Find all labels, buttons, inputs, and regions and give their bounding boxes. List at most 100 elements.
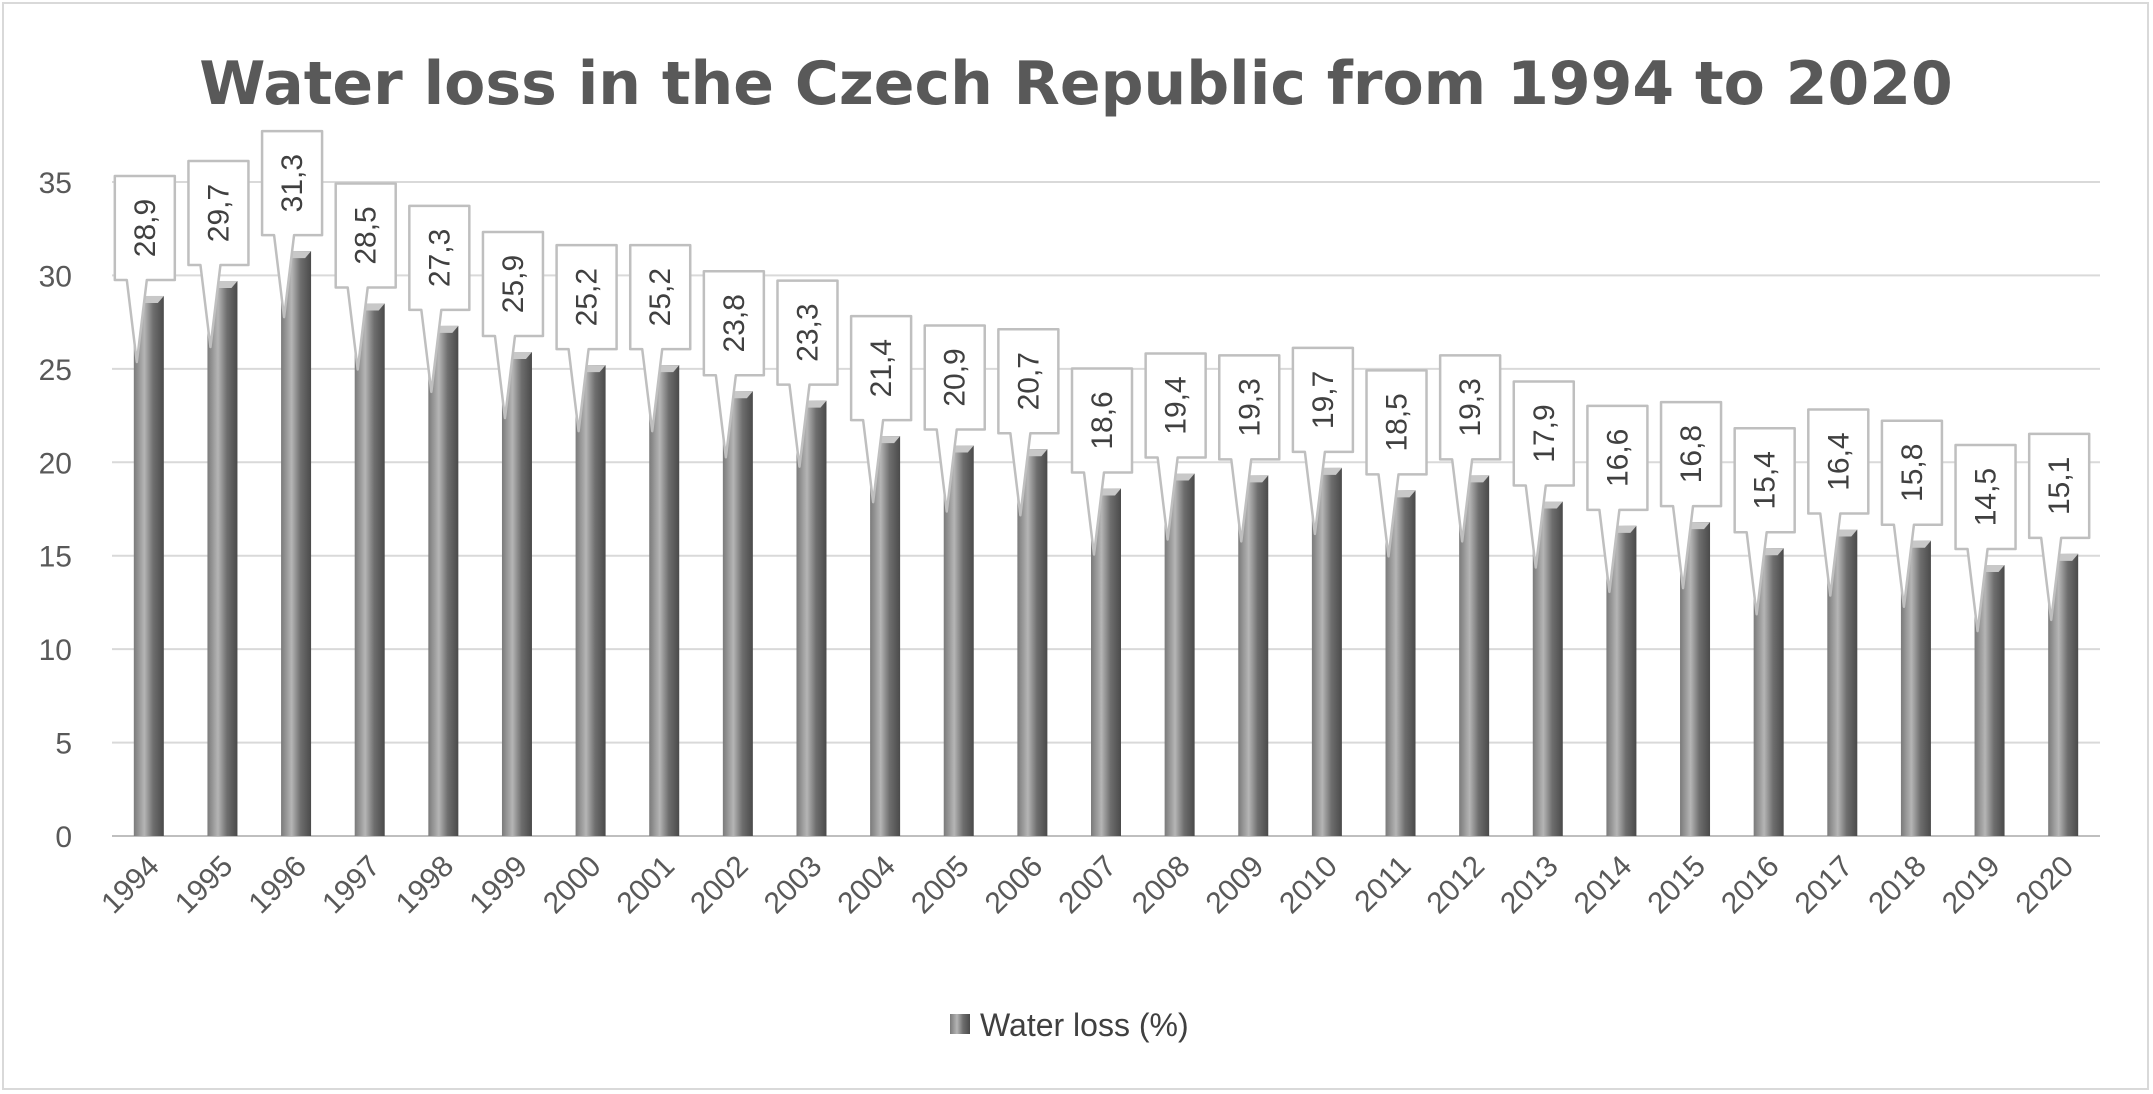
data-label-callout — [1733, 426, 1796, 616]
data-label-callout — [1144, 352, 1207, 541]
data-label: 19,7 — [1307, 371, 1340, 429]
x-tick-label: 2003 — [758, 850, 829, 921]
data-labels-layer: 28,9 29,7 31,3 28,5 27,3 25,9 25,2 25,2 23,8 23,3… — [113, 129, 2091, 633]
data-label: 23,8 — [718, 294, 751, 352]
data-label: 29,7 — [202, 184, 235, 242]
data-label-callout — [1807, 408, 1870, 597]
x-axis: 1994 1995 1996 1997 1998 1999 2000 2001 2002 2003… — [95, 850, 2080, 921]
y-tick-label: 0 — [55, 821, 72, 854]
bar — [281, 251, 312, 836]
x-tick-label: 2010 — [1273, 850, 1344, 921]
bar — [1238, 475, 1269, 836]
legend-swatch — [950, 1014, 970, 1034]
data-label: 16,4 — [1822, 432, 1855, 490]
data-label: 19,4 — [1160, 376, 1193, 434]
data-label: 18,6 — [1086, 391, 1119, 449]
data-label: 28,5 — [350, 206, 383, 264]
data-label: 16,8 — [1675, 425, 1708, 483]
x-tick-label: 2019 — [1936, 850, 2007, 921]
x-tick-label: 2013 — [1494, 850, 1565, 921]
x-tick-label: 2014 — [1568, 850, 1639, 921]
bar — [133, 295, 164, 836]
data-label-callout — [1365, 369, 1428, 558]
y-tick-label: 10 — [39, 634, 72, 667]
data-label: 16,6 — [1601, 429, 1634, 487]
bar — [870, 436, 901, 836]
legend-label: Water loss (%) — [980, 1007, 1189, 1043]
x-tick-label: 2008 — [1126, 850, 1197, 921]
data-label: 23,3 — [791, 303, 824, 361]
bar — [1164, 473, 1195, 836]
x-tick-label: 2006 — [979, 850, 1050, 921]
bar — [1311, 467, 1342, 836]
x-tick-label: 2007 — [1052, 850, 1123, 921]
data-label-callout — [923, 324, 986, 513]
data-label-callout — [997, 327, 1060, 517]
data-label-callout — [849, 314, 913, 504]
data-label-callout — [628, 243, 692, 433]
bar — [649, 365, 680, 836]
data-label: 27,3 — [423, 229, 456, 287]
x-tick-label: 2020 — [2010, 850, 2081, 921]
data-label: 19,3 — [1454, 378, 1487, 436]
bar — [1017, 449, 1048, 836]
y-tick-label: 25 — [39, 354, 72, 387]
data-label: 19,3 — [1233, 378, 1266, 436]
data-label-callout — [187, 159, 250, 349]
data-label: 25,2 — [571, 268, 604, 326]
data-label-callout — [1291, 346, 1355, 536]
x-tick-label: 2018 — [1862, 850, 1933, 921]
data-label-callout — [2027, 432, 2091, 622]
data-label-callout — [776, 279, 839, 468]
x-tick-label: 1995 — [169, 850, 240, 921]
x-tick-label: 2001 — [611, 850, 682, 921]
data-label-callout — [481, 230, 545, 420]
x-tick-label: 2002 — [684, 850, 755, 921]
bar — [501, 352, 532, 836]
bar — [575, 365, 606, 836]
x-tick-label: 2015 — [1641, 850, 1712, 921]
data-label: 20,7 — [1012, 352, 1045, 410]
x-tick-label: 2016 — [1715, 850, 1786, 921]
data-label: 21,4 — [865, 339, 898, 397]
x-tick-label: 2000 — [537, 850, 608, 921]
y-tick-label: 30 — [39, 260, 72, 293]
data-label: 25,2 — [644, 268, 677, 326]
bar — [428, 325, 459, 836]
x-tick-label: 2011 — [1349, 850, 1418, 919]
data-label: 17,9 — [1528, 404, 1561, 462]
data-label-callout — [334, 182, 397, 371]
bar — [1459, 475, 1490, 836]
x-tick-label: 1994 — [95, 850, 166, 921]
bar — [207, 281, 238, 836]
y-tick-label: 20 — [39, 447, 72, 480]
data-label-callout — [1438, 354, 1502, 543]
data-label: 15,4 — [1749, 451, 1782, 509]
data-label-callout — [1880, 419, 1944, 609]
y-tick-label: 15 — [39, 541, 72, 574]
bar — [796, 400, 827, 836]
x-tick-label: 1997 — [316, 850, 387, 921]
y-tick-label: 35 — [39, 167, 72, 200]
bar — [943, 445, 974, 836]
x-tick-label: 2017 — [1789, 850, 1860, 921]
y-tick-label: 5 — [55, 728, 72, 761]
data-label-callout — [113, 174, 177, 364]
x-tick-label: 1999 — [463, 850, 534, 921]
chart-title: Water loss in the Czech Republic from 19… — [199, 49, 1953, 119]
data-label: 28,9 — [129, 199, 162, 257]
x-tick-label: 1998 — [390, 850, 461, 921]
data-label: 15,8 — [1896, 444, 1929, 502]
x-tick-label: 2012 — [1421, 850, 1492, 921]
data-label: 15,1 — [2043, 457, 2076, 515]
data-label: 20,9 — [939, 348, 972, 406]
x-tick-label: 2004 — [832, 850, 903, 921]
bar — [722, 391, 753, 836]
data-label-callout — [1218, 354, 1281, 543]
data-label: 18,5 — [1381, 393, 1414, 451]
data-label-callout — [1586, 404, 1649, 594]
data-label-callout — [702, 270, 766, 459]
x-tick-label: 1996 — [242, 850, 313, 921]
data-label-callout — [1954, 443, 2017, 633]
